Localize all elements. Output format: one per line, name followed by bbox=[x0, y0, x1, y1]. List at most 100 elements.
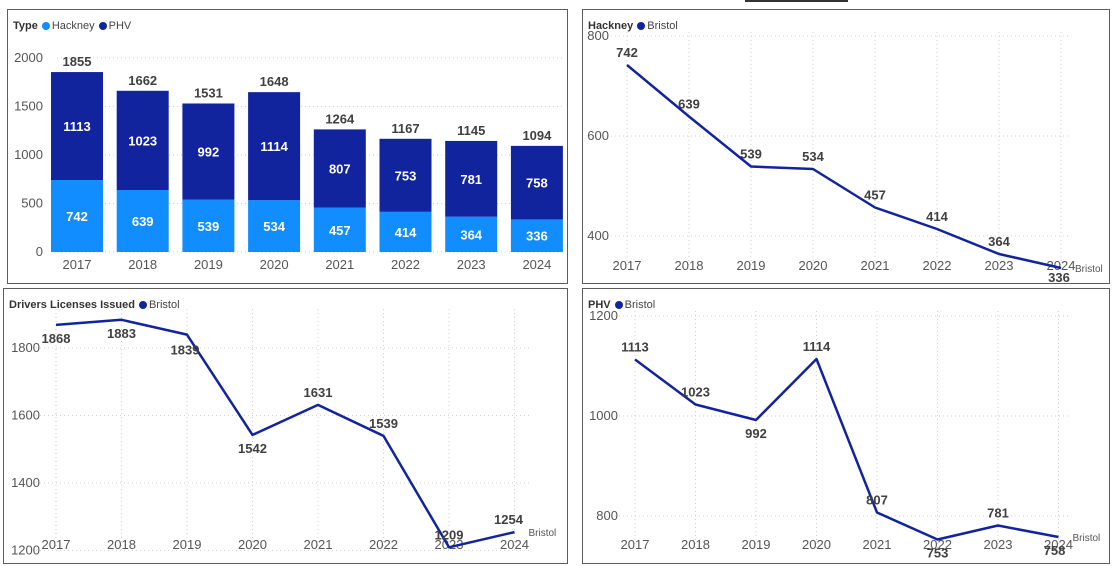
x-tick-label: 2019 bbox=[737, 258, 766, 273]
x-tick-label: 2024 bbox=[522, 257, 551, 272]
data-label-total: 1145 bbox=[457, 123, 485, 138]
data-label: 992 bbox=[745, 426, 767, 441]
data-label: 1631 bbox=[304, 385, 333, 400]
bar-phv bbox=[379, 138, 432, 212]
legend-label-bristol: Bristol bbox=[647, 20, 678, 32]
legend-item-bristol[interactable]: Bristol bbox=[614, 299, 656, 311]
legend-label-hackney: Hackney bbox=[51, 20, 95, 32]
x-tick-label: 2019 bbox=[742, 537, 771, 552]
bar-phv bbox=[51, 72, 103, 181]
legend-item-bristol[interactable]: Bristol bbox=[138, 299, 180, 311]
x-tick-label: 2019 bbox=[194, 257, 223, 272]
legend-label-bristol: Bristol bbox=[624, 299, 656, 311]
bar-hackney bbox=[51, 180, 103, 252]
data-label-total: 1094 bbox=[522, 128, 552, 143]
data-label-hackney: 364 bbox=[460, 227, 482, 242]
legend-dot-phv bbox=[98, 22, 107, 30]
phv-line-chart[interactable]: PHV Bristol 800 1000 1200 2017 2018 2019 2020 2… bbox=[582, 288, 1110, 564]
data-label-total: 1855 bbox=[63, 54, 92, 69]
y-tick-label: 400 bbox=[587, 228, 609, 243]
data-label: 457 bbox=[864, 188, 886, 203]
data-label-phv: 753 bbox=[395, 168, 417, 183]
y-tick-label: 1000 bbox=[589, 408, 618, 423]
data-label-hackney: 414 bbox=[395, 225, 417, 240]
y-tick-label: 1000 bbox=[14, 147, 43, 162]
legend-label-bristol: Bristol bbox=[148, 299, 180, 311]
x-tick-label: 2023 bbox=[435, 537, 464, 552]
x-tick-label: 2024 bbox=[500, 537, 529, 552]
hackney-line-chart[interactable]: Hackney Bristol 400 600 800 2017 2018 2019 202… bbox=[582, 9, 1110, 285]
legend-title: Type bbox=[13, 20, 38, 32]
drivers-legend: Drivers Licenses Issued Bristol bbox=[9, 299, 184, 311]
series-line-bristol bbox=[55, 318, 515, 549]
x-tick-label: 2020 bbox=[238, 537, 267, 552]
y-tick-label: 800 bbox=[596, 508, 618, 523]
bar-hackney bbox=[510, 219, 563, 252]
x-tick-label: 2017 bbox=[42, 537, 71, 552]
bar-phv bbox=[510, 145, 563, 220]
x-tick-label: 2020 bbox=[799, 258, 828, 273]
x-tick-label: 2019 bbox=[173, 537, 202, 552]
data-label: 414 bbox=[926, 209, 948, 224]
data-label: 364 bbox=[988, 234, 1010, 249]
series-line-bristol bbox=[634, 357, 1059, 541]
type-legend: Type Hackney PHV bbox=[13, 20, 135, 32]
data-label: 1114 bbox=[803, 339, 831, 354]
legend-label-phv: PHV bbox=[108, 20, 132, 32]
x-tick-label: 2022 bbox=[369, 537, 398, 552]
x-tick-label: 2024 bbox=[1044, 537, 1073, 552]
x-tick-label: 2024 bbox=[1047, 258, 1076, 273]
data-label-total: 1648 bbox=[260, 74, 289, 89]
hackney-legend: Hackney Bristol bbox=[588, 20, 682, 32]
x-tick-label: 2023 bbox=[457, 257, 486, 272]
data-label-hackney: 742 bbox=[66, 209, 88, 224]
data-label-phv: 1114 bbox=[260, 139, 288, 154]
data-label: 1113 bbox=[621, 340, 649, 355]
bar-hackney bbox=[379, 211, 432, 252]
legend-dot-hackney bbox=[41, 22, 50, 30]
legend-dot-bristol bbox=[614, 301, 623, 309]
series-end-label: Bristol bbox=[1073, 533, 1101, 544]
hackney-chart-svg: 400 600 800 2017 2018 2019 2020 2021 2022 2023 202… bbox=[587, 28, 1103, 285]
y-tick-label: 500 bbox=[21, 196, 43, 211]
x-tick-label: 2022 bbox=[391, 257, 420, 272]
data-label-hackney: 457 bbox=[329, 223, 351, 238]
x-tick-label: 2017 bbox=[613, 258, 642, 273]
bar-phv bbox=[182, 103, 235, 200]
data-label-phv: 1113 bbox=[63, 119, 91, 134]
data-label-hackney: 539 bbox=[198, 219, 220, 234]
legend-title: PHV bbox=[588, 299, 611, 311]
bar-phv bbox=[313, 129, 366, 208]
x-tick-label: 2018 bbox=[675, 258, 704, 273]
data-label: 1209 bbox=[435, 527, 464, 542]
data-label-phv: 1023 bbox=[128, 133, 157, 148]
data-label: 1839 bbox=[171, 343, 200, 358]
legend-item-hackney[interactable]: Hackney bbox=[41, 20, 95, 32]
type-stacked-bar-chart[interactable]: Type Hackney PHV 0 500 1000 1500 2000 2017 742… bbox=[7, 9, 568, 284]
data-label-hackney: 534 bbox=[263, 219, 285, 234]
x-tick-label: 2023 bbox=[985, 258, 1014, 273]
data-label-total: 1167 bbox=[391, 121, 419, 136]
type-chart-svg: 0 500 1000 1500 2000 2017 742 1113 1855 2018 639 10… bbox=[14, 50, 563, 272]
data-label: 639 bbox=[678, 97, 700, 112]
legend-item-phv[interactable]: PHV bbox=[98, 20, 132, 32]
x-tick-label: 2021 bbox=[861, 258, 890, 273]
bar-hackney bbox=[248, 200, 301, 252]
bar-hackney bbox=[182, 199, 235, 252]
series-line-bristol bbox=[626, 64, 1062, 270]
y-tick-label: 2000 bbox=[14, 50, 43, 65]
series-end-label: Bristol bbox=[1075, 264, 1103, 275]
drivers-chart-svg: 1200 1400 1600 1800 2017 2018 2019 2020 2021 2022… bbox=[11, 309, 556, 557]
bar-phv bbox=[248, 92, 301, 201]
data-label-phv: 807 bbox=[329, 162, 351, 177]
legend-dot-bristol bbox=[637, 22, 646, 30]
data-label-total: 1662 bbox=[128, 73, 157, 88]
y-tick-label: 800 bbox=[587, 28, 609, 43]
legend-item-bristol[interactable]: Bristol bbox=[637, 20, 678, 32]
top-tab-indicator bbox=[745, 0, 848, 2]
legend-title: Drivers Licenses Issued bbox=[9, 299, 135, 311]
y-tick-label: 1400 bbox=[11, 475, 40, 490]
y-tick-label: 0 bbox=[36, 244, 43, 259]
data-label: 1254 bbox=[494, 512, 524, 527]
drivers-licenses-line-chart[interactable]: Drivers Licenses Issued Bristol 1200 1400… bbox=[3, 288, 568, 564]
